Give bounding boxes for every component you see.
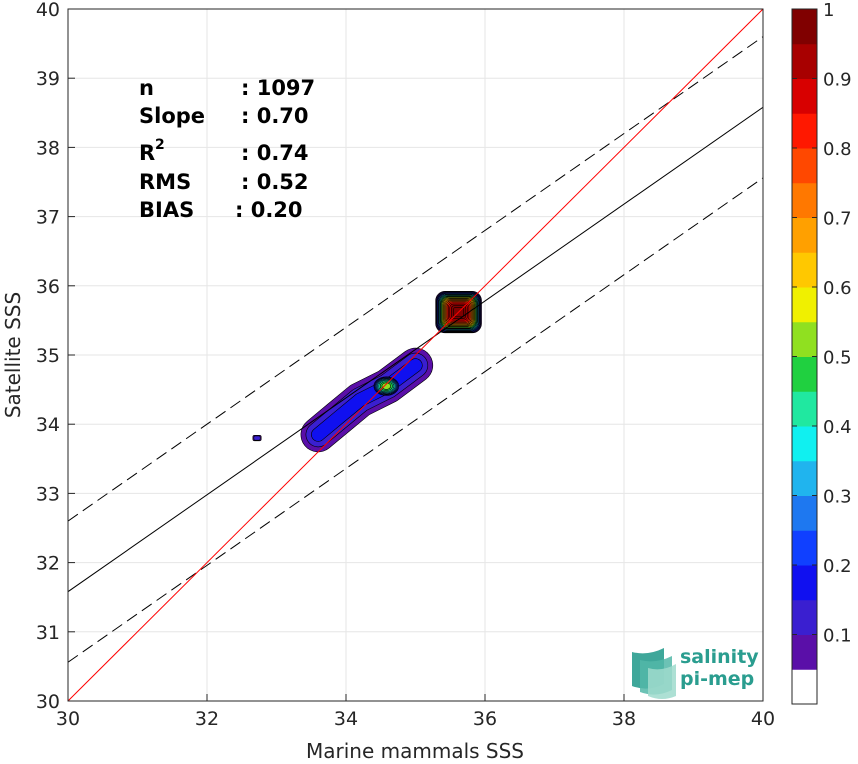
stat-n-value: : 1097: [241, 76, 315, 100]
stat-n-label: n: [139, 76, 154, 100]
stat-bias-value: : 0.20: [235, 198, 303, 222]
y-axis-label: Satellite SSS: [1, 292, 25, 418]
lower-bound-line: [68, 177, 763, 663]
colorbar-segment: [792, 495, 817, 531]
colorbar-segment: [792, 530, 817, 566]
y-tick-label: 39: [36, 68, 60, 90]
colorbar-tick-label: 0.9: [823, 70, 852, 91]
colorbar-segment: [792, 9, 817, 45]
colorbar-tick-label: 0.1: [823, 626, 852, 647]
logo-line2: pi-mep: [680, 668, 754, 690]
density-contour: [381, 382, 392, 390]
y-tick-label: 37: [36, 207, 60, 229]
upper-bound-line: [68, 36, 763, 522]
density-contour: [311, 358, 422, 442]
colorbar-segment: [792, 43, 817, 79]
salinity-pi-mep-logo: salinity pi-mep: [632, 646, 759, 699]
stat-slope-value: : 0.70: [241, 104, 309, 128]
y-tick-label: 36: [36, 276, 60, 298]
y-tick-label: 31: [36, 622, 60, 644]
x-axis-ticks: 30 32 34 36 38 40: [56, 694, 775, 730]
colorbar-tick-label: 0.3: [823, 487, 852, 508]
colorbar-segment: [792, 252, 817, 288]
colorbar-segment: [792, 321, 817, 357]
y-axis-ticks: 30 31 32 33 34 35 36 37 38 39 40: [36, 0, 75, 713]
stat-r2-sup: 2: [155, 137, 165, 153]
fit-line: [68, 106, 763, 593]
colorbar-tick-label: 0.2: [823, 556, 852, 577]
y-tick-label: 35: [36, 345, 60, 367]
x-tick-label: 38: [612, 708, 636, 730]
colorbar-tick-label: 0.8: [823, 139, 852, 160]
colorbar-tick-label: 1: [823, 0, 834, 21]
colorbar-tick-label: 0.6: [823, 278, 852, 299]
regression-lines: [68, 9, 763, 701]
colorbar-tick-label: 0.4: [823, 417, 852, 438]
y-tick-label: 34: [36, 414, 60, 436]
colorbar-segment: [792, 599, 817, 635]
stat-r2-value: : 0.74: [241, 141, 309, 165]
salinity-waves-icon: [632, 648, 676, 699]
stat-slope-label: Slope: [139, 104, 205, 128]
colorbar-segment: [792, 217, 817, 253]
x-tick-label: 40: [751, 708, 775, 730]
grid-lines: [67, 8, 764, 702]
colorbar-segment: [792, 565, 817, 601]
x-axis-label: Marine mammals SSS: [306, 739, 524, 763]
stat-rms-label: RMS: [139, 170, 191, 194]
y-tick-label: 40: [36, 0, 60, 21]
stats-box: n : 1097 Slope : 0.70 R 2 : 0.74 RMS : 0…: [139, 76, 315, 222]
y-tick-label: 38: [36, 137, 60, 159]
colorbar-segment: [792, 391, 817, 427]
x-tick-label: 30: [56, 708, 80, 730]
y-tick-label: 32: [36, 553, 60, 575]
colorbar-tick-label: 0.7: [823, 209, 852, 230]
colorbar-segment: [792, 356, 817, 392]
colorbar-segment: [792, 460, 817, 496]
x-tick-label: 32: [195, 708, 219, 730]
colorbar: [791, 8, 818, 705]
stat-bias-label: BIAS: [139, 198, 194, 222]
colorbar-tick-label: 0.5: [823, 348, 852, 369]
colorbar-segment: [792, 287, 817, 323]
colorbar-segment: [792, 426, 817, 462]
x-tick-label: 34: [334, 708, 358, 730]
stat-rms-value: : 0.52: [241, 170, 309, 194]
colorbar-ticks: 0.1 0.2 0.3 0.4 0.5 0.6 0.7 0.8 0.9 1: [792, 0, 852, 647]
y-tick-label: 33: [36, 483, 60, 505]
density-contour: [253, 435, 261, 441]
colorbar-segment: [792, 669, 817, 705]
x-tick-label: 36: [473, 708, 497, 730]
colorbar-segment: [792, 148, 817, 184]
logo-line1: salinity: [680, 646, 759, 668]
colorbar-segment: [792, 182, 817, 218]
colorbar-segment: [792, 78, 817, 114]
identity-line: [68, 9, 763, 701]
y-tick-label: 30: [36, 691, 60, 713]
colorbar-segment: [792, 634, 817, 670]
stat-r2-label: R: [139, 141, 155, 165]
colorbar-segment: [792, 113, 817, 149]
